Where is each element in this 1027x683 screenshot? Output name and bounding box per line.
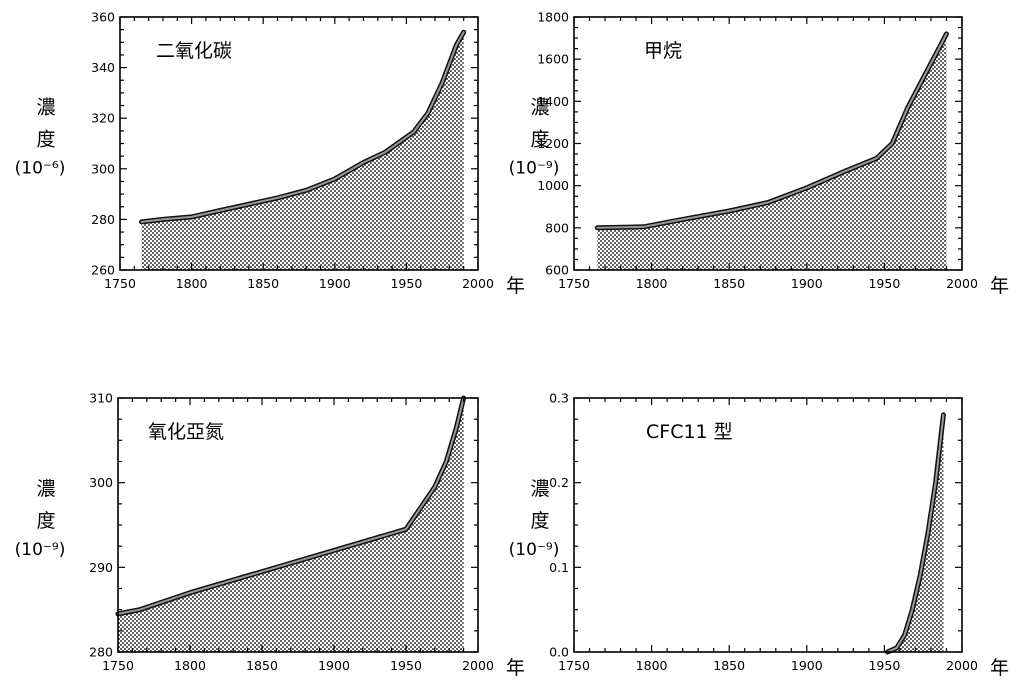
x-tick-label: 2000 [462,658,494,673]
y-tick-label: 290 [89,560,113,575]
y-tick-label: 1600 [537,52,569,67]
y-tick-label: 1400 [537,94,569,109]
series-line-highlight [886,413,945,653]
chart-title: 甲烷 [644,40,682,62]
x-tick-label: 1950 [390,276,422,291]
x-axis-unit: 年 [990,657,1009,679]
x-axis-unit: 年 [506,275,525,297]
x-tick-label: 2000 [946,276,978,291]
x-tick-label: 1750 [558,658,590,673]
area-fill [597,33,947,271]
chart-title: 氧化亞氮 [148,421,224,443]
y-tick-label: 0.2 [549,475,569,490]
x-tick-label: 1850 [713,276,745,291]
y-tick-label: 360 [91,10,115,25]
x-tick-label: 2000 [462,276,494,291]
series-line-highlight [596,32,948,229]
y-axis-unit: (10⁻⁹) [15,540,66,560]
y-axis-label-char-2: 度 [36,129,55,151]
area-fill [141,32,464,271]
y-tick-label: 1000 [537,178,569,193]
y-axis-label-char-1: 濃 [36,478,55,500]
y-tick-label: 310 [89,391,113,406]
x-tick-label: 1900 [791,276,823,291]
x-tick-label: 1950 [868,276,900,291]
x-tick-label: 1850 [713,658,745,673]
y-axis-unit: (10⁻⁹) [509,159,560,179]
y-tick-label: 300 [89,475,113,490]
x-tick-label: 1750 [102,658,134,673]
y-tick-label: 0.3 [549,391,569,406]
y-tick-label: 280 [91,212,115,227]
area-fill [887,414,944,652]
x-tick-label: 1800 [636,276,668,291]
x-tick-label: 1800 [636,658,668,673]
x-tick-label: 1800 [174,658,206,673]
y-axis-label-char-2: 度 [36,510,55,532]
chart-title: 二氧化碳 [156,40,232,62]
y-tick-label: 0.0 [549,645,569,660]
series-line-highlight [140,31,465,223]
y-axis-label-char-1: 濃 [530,478,549,500]
series-line-highlight [117,397,465,615]
chart-panel-3: 1750 1800 1850 1900 1950 2000 280 290 300 310 濃度 (1… [15,391,525,680]
x-tick-label: 1850 [247,276,279,291]
y-axis-label-char-1: 濃 [36,97,55,119]
x-tick-label: 2000 [946,658,978,673]
chart-panel-1: 1750 1800 1850 1900 1950 2000 260 280 300 320 340 3… [15,10,525,298]
x-tick-label: 1900 [319,276,351,291]
x-tick-label: 1950 [390,658,422,673]
chart-panel-4: 1750 1800 1850 1900 1950 2000 0.0 0.1 0.2 0.3 濃度 (1… [509,391,1009,680]
y-tick-label: 600 [545,263,569,278]
y-tick-label: 800 [545,220,569,235]
y-tick-label: 320 [91,111,115,126]
chart-title: CFC11 型 [646,421,733,443]
y-axis-unit: (10⁻⁶) [15,159,66,179]
x-tick-label: 1900 [791,658,823,673]
x-tick-label: 1900 [318,658,350,673]
chart-panel-2: 1750 1800 1850 1900 1950 2000 600 800 1000 1200 14… [509,10,1009,298]
y-tick-label: 300 [91,161,115,176]
y-axis-unit: (10⁻⁹) [509,540,560,560]
y-tick-label: 260 [91,263,115,278]
x-axis-unit: 年 [506,657,525,679]
y-tick-label: 0.1 [549,560,569,575]
y-tick-label: 340 [91,60,115,75]
x-tick-label: 1850 [246,658,278,673]
x-tick-label: 1800 [176,276,208,291]
y-axis-label-char-1: 濃 [530,97,549,119]
x-axis-unit: 年 [990,275,1009,297]
x-tick-label: 1750 [104,276,136,291]
x-tick-label: 1750 [558,276,590,291]
y-tick-label: 1800 [537,10,569,25]
x-tick-label: 1950 [868,658,900,673]
y-tick-label: 1200 [537,136,569,151]
y-tick-label: 280 [89,645,113,660]
plot-frame [573,397,963,653]
y-axis-label-char-2: 度 [530,129,549,151]
y-axis-label-char-2: 度 [530,510,549,532]
